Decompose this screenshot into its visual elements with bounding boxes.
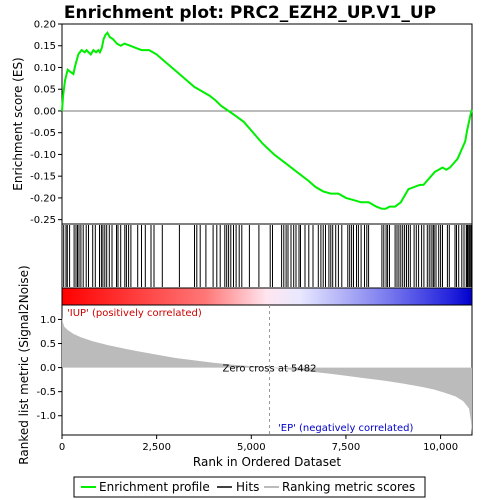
- hits-frame: [61, 223, 473, 289]
- metric-y-tick-label: -1.0: [36, 411, 56, 422]
- legend-enrichment-label: Enrichment profile: [99, 480, 210, 494]
- x-ticks: 0 2,500 5,000 7,500 10,000: [59, 435, 458, 453]
- legend-hits-label: Hits: [236, 480, 259, 494]
- legend-metric-label: Ranking metric scores: [282, 480, 415, 494]
- negative-correlation-label: 'EP' (negatively correlated): [278, 423, 413, 434]
- positive-correlation-label: 'IUP' (positively correlated): [67, 308, 202, 319]
- es-y-tick-label: -0.05: [30, 128, 56, 139]
- metric-y-tick-label: -0.5: [36, 387, 56, 398]
- es-y-tick-label: 0.00: [34, 106, 56, 117]
- hit-lines: [63, 225, 472, 287]
- es-y-tick-label: -0.15: [30, 172, 56, 183]
- es-y-axis-label: Enrichment score (ES): [11, 57, 25, 190]
- rank-color-bar: [61, 287, 473, 306]
- es-y-tick-label: -0.20: [30, 193, 56, 204]
- x-tick-label: 7,500: [332, 442, 361, 453]
- es-y-tick-label: 0.20: [34, 20, 56, 31]
- es-y-tick-label: 0.15: [34, 41, 56, 52]
- enrichment-profile-line: [61, 30, 473, 210]
- es-y-tick-label: 0.10: [34, 63, 56, 74]
- es-y-tick-label: -0.25: [30, 215, 56, 226]
- es-y-tick-label: -0.10: [30, 150, 56, 161]
- hits-panel: [61, 223, 473, 289]
- x-axis-label: Rank in Ordered Dataset: [193, 455, 341, 469]
- es-frame: [61, 23, 473, 225]
- metric-y-tick-label: 0.5: [40, 339, 56, 350]
- zero-cross-label: Zero cross at 5482: [223, 364, 317, 375]
- x-tick-label: 0: [59, 442, 65, 453]
- x-tick-label: 2,500: [142, 442, 171, 453]
- chart-title: Enrichment plot: PRC2_EZH2_UP.V1_UP: [64, 3, 436, 23]
- ranking-metric-area: [62, 317, 472, 433]
- es-y-ticks: 0.20 0.15 0.10 0.05 0.00 -0.05 -0.10 -0.15 -0.20…: [30, 20, 62, 226]
- es-panel: 0.20 0.15 0.10 0.05 0.00 -0.05 -0.10 -0.15 -0.20…: [11, 20, 473, 226]
- x-tick-label: 10,000: [423, 442, 458, 453]
- es-y-tick-label: 0.05: [34, 85, 56, 96]
- metric-y-axis-label: Ranked list metric (Signal2Noise): [17, 265, 31, 464]
- metric-y-ticks: 1.0 0.5 0.0 -0.5 -1.0: [36, 315, 62, 422]
- metric-y-tick-label: 0.0: [40, 363, 56, 374]
- metric-panel: Zero cross at 5482 'IUP' (positively cor…: [17, 265, 473, 465]
- x-tick-label: 5,000: [237, 442, 266, 453]
- legend: Enrichment profile Hits Ranking metric s…: [73, 476, 426, 498]
- metric-y-tick-label: 1.0: [40, 315, 56, 326]
- legend-frame: [73, 476, 426, 498]
